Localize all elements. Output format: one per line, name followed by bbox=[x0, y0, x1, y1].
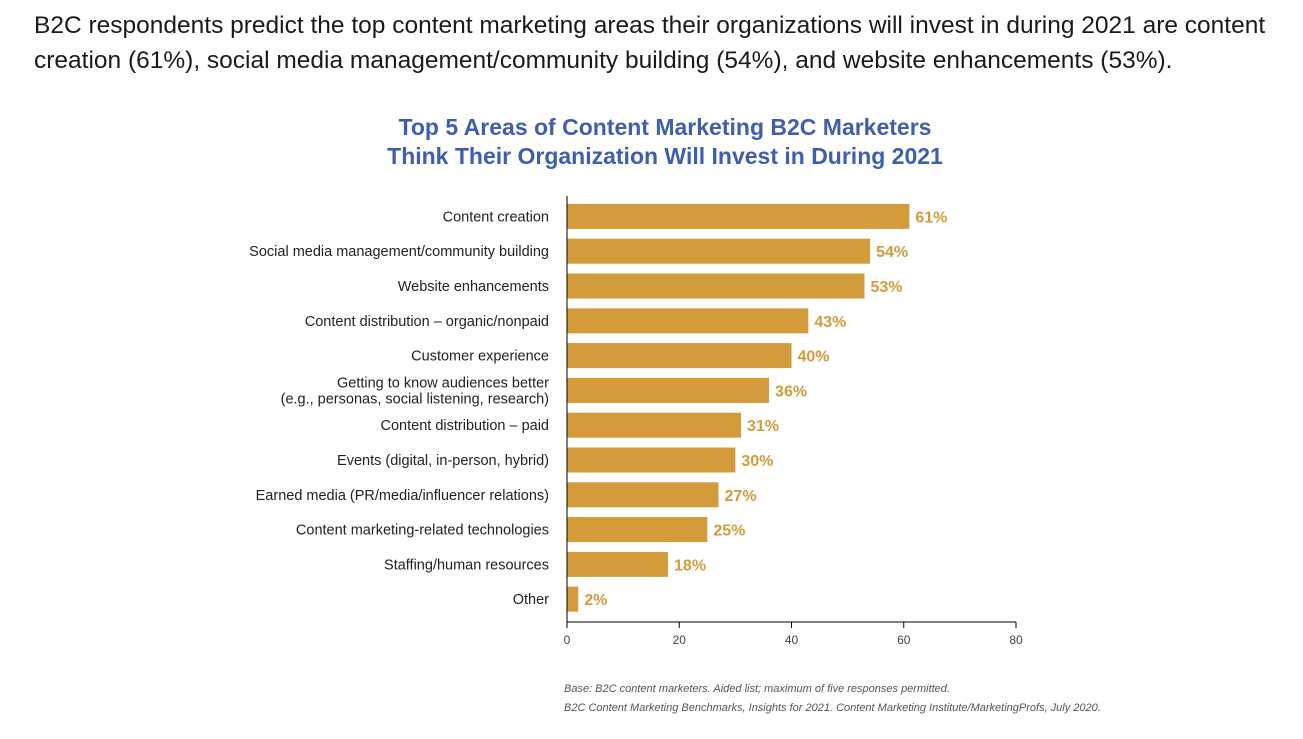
x-tick-label: 60 bbox=[897, 633, 911, 647]
x-tick-label: 40 bbox=[785, 633, 799, 647]
bar bbox=[567, 447, 736, 473]
category-label: Website enhancements bbox=[398, 279, 549, 295]
bar bbox=[567, 482, 719, 508]
base-note: Base: B2C content marketers. Aided list;… bbox=[564, 683, 950, 695]
value-label: 43% bbox=[814, 314, 846, 331]
category-label: Content distribution – paid bbox=[381, 418, 549, 434]
chart-title: Top 5 Areas of Content Marketing B2C Mar… bbox=[0, 113, 1303, 171]
bar bbox=[567, 273, 865, 299]
category-label: Other bbox=[513, 592, 549, 608]
bar bbox=[567, 343, 792, 369]
category-label: Getting to know audiences better bbox=[337, 375, 549, 391]
bar bbox=[567, 517, 708, 543]
category-label: Events (digital, in-person, hybrid) bbox=[337, 453, 549, 469]
category-label: Content creation bbox=[443, 209, 549, 225]
category-label: (e.g., personas, social listening, resea… bbox=[281, 391, 549, 407]
bar bbox=[567, 586, 579, 612]
bar bbox=[567, 238, 871, 264]
x-tick-label: 0 bbox=[564, 633, 571, 647]
x-tick-label: 80 bbox=[1009, 633, 1023, 647]
x-tick-label: 20 bbox=[673, 633, 687, 647]
chart-footnotes: Base: B2C content marketers. Aided list;… bbox=[564, 680, 1101, 718]
bar bbox=[567, 377, 770, 403]
value-label: 53% bbox=[870, 279, 902, 296]
value-label: 54% bbox=[876, 244, 908, 261]
category-label: Content marketing-related technologies bbox=[296, 523, 549, 539]
source-note: B2C Content Marketing Benchmarks, Insigh… bbox=[564, 702, 1101, 714]
chart-title-line-2: Think Their Organization Will Invest in … bbox=[387, 143, 943, 169]
bar bbox=[567, 412, 741, 438]
value-label: 31% bbox=[747, 418, 779, 435]
category-label: Staffing/human resources bbox=[384, 557, 549, 573]
value-label: 25% bbox=[713, 523, 745, 540]
category-label: Social media management/community buildi… bbox=[249, 244, 549, 260]
category-label: Earned media (PR/media/influencer relati… bbox=[256, 488, 549, 504]
chart-title-line-1: Top 5 Areas of Content Marketing B2C Mar… bbox=[398, 114, 932, 140]
bar bbox=[567, 203, 910, 229]
bar bbox=[567, 308, 809, 334]
category-label: Content distribution – organic/nonpaid bbox=[305, 314, 549, 330]
value-label: 61% bbox=[915, 209, 947, 226]
value-label: 27% bbox=[725, 488, 757, 505]
intro-paragraph: B2C respondents predict the top content … bbox=[34, 12, 1266, 74]
value-label: 40% bbox=[798, 349, 830, 366]
value-label: 2% bbox=[584, 592, 607, 609]
value-label: 36% bbox=[775, 383, 807, 400]
value-label: 30% bbox=[741, 453, 773, 470]
category-label: Customer experience bbox=[411, 349, 549, 365]
bar bbox=[567, 551, 669, 577]
value-label: 18% bbox=[674, 557, 706, 574]
